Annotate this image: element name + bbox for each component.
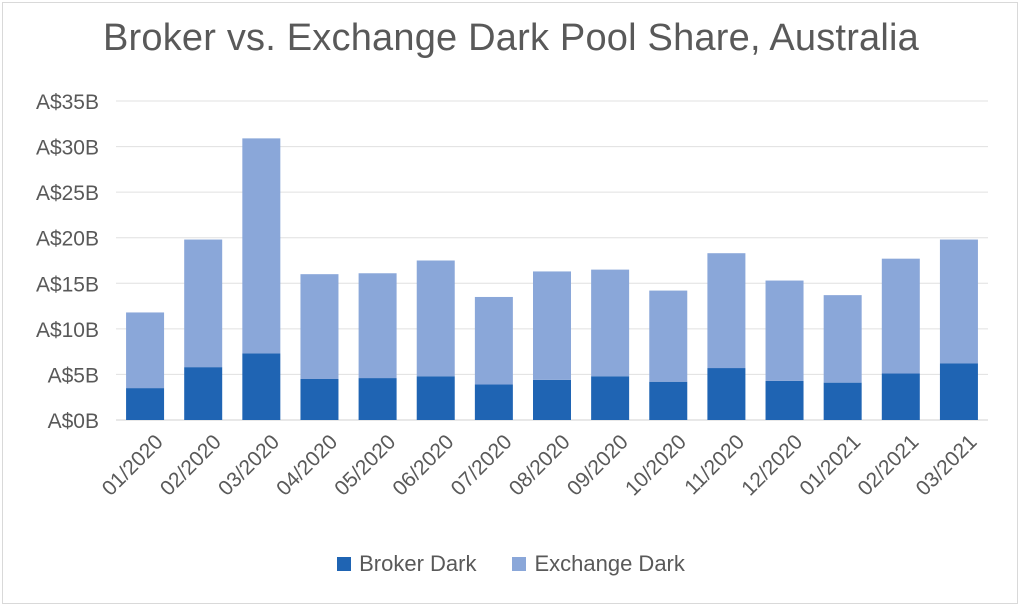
bar-broker-dark (939, 363, 978, 420)
bar-exchange-dark (416, 260, 455, 377)
bar-broker-dark (707, 368, 746, 420)
x-tick-label: 09/2020 (563, 430, 633, 500)
y-tick-label: A$10B (36, 319, 99, 342)
y-tick-label: A$0B (48, 410, 99, 433)
bar-exchange-dark (533, 271, 571, 380)
bar-exchange-dark (184, 239, 223, 368)
bar-broker-dark (474, 384, 513, 420)
bar-exchange-dark (591, 269, 630, 377)
bar-broker-dark (126, 388, 165, 420)
x-tick-label: 12/2020 (737, 430, 807, 500)
bar-broker-dark (533, 379, 571, 420)
bar-exchange-dark (126, 312, 165, 389)
bar-broker-dark (358, 378, 397, 420)
x-tick-label: 02/2020 (156, 430, 226, 500)
y-tick-label: A$35B (36, 91, 99, 114)
legend-swatch-exchange-dark (512, 557, 527, 571)
chart-plot: A$0B A$5B A$10B A$15B A$20B A$25B A$30B A$35B 01… (36, 91, 988, 500)
bar-exchange-dark (707, 253, 746, 369)
x-tick-label: 03/2021 (912, 430, 982, 500)
bar-broker-dark (300, 378, 339, 420)
x-tick-label: 03/2020 (214, 430, 284, 500)
y-tick-label: A$15B (36, 273, 99, 296)
legend-label-exchange-dark: Exchange Dark (534, 551, 685, 576)
x-tick-label: 02/2021 (854, 430, 924, 500)
bar-exchange-dark (649, 290, 688, 382)
chart-legend: Broker Dark Exchange Dark (3, 551, 1019, 577)
legend-swatch-broker-dark (337, 557, 352, 571)
bar-exchange-dark (881, 258, 920, 374)
bar-broker-dark (823, 382, 862, 420)
x-tick-label: 11/2020 (680, 430, 749, 499)
x-tick-label: 01/2021 (795, 430, 865, 500)
x-tick-label: 07/2020 (447, 430, 517, 500)
y-tick-label: A$25B (36, 182, 99, 205)
x-tick-label: 01/2020 (98, 430, 168, 500)
bar-broker-dark (765, 380, 804, 420)
bar-broker-dark (591, 376, 630, 420)
x-tick-label: 10/2020 (621, 430, 691, 500)
y-tick-label: A$20B (36, 228, 99, 251)
bar-broker-dark (881, 373, 920, 420)
bar-exchange-dark (358, 273, 397, 379)
x-tick-label: 08/2020 (505, 430, 575, 500)
bar-exchange-dark (474, 296, 513, 385)
legend-label-broker-dark: Broker Dark (359, 551, 477, 576)
bar-broker-dark (242, 353, 281, 420)
x-tick-label: 05/2020 (330, 430, 400, 500)
bar-broker-dark (416, 376, 455, 420)
bar-broker-dark (649, 381, 688, 420)
chart-frame: Broker vs. Exchange Dark Pool Share, Aus… (2, 2, 1018, 604)
bar-broker-dark (184, 367, 223, 420)
bar-exchange-dark (300, 274, 339, 379)
bar-exchange-dark (939, 239, 978, 364)
chart-title: Broker vs. Exchange Dark Pool Share, Aus… (102, 17, 920, 59)
legend-item-exchange-dark: Exchange Dark (512, 551, 685, 577)
bar-exchange-dark (242, 138, 281, 354)
bar-exchange-dark (765, 280, 804, 381)
y-tick-label: A$5B (48, 364, 99, 387)
x-tick-label: 06/2020 (388, 430, 458, 500)
bar-exchange-dark (823, 295, 862, 383)
y-tick-label: A$30B (36, 137, 99, 160)
legend-item-broker-dark: Broker Dark (337, 551, 476, 577)
x-tick-label: 04/2020 (272, 430, 342, 500)
